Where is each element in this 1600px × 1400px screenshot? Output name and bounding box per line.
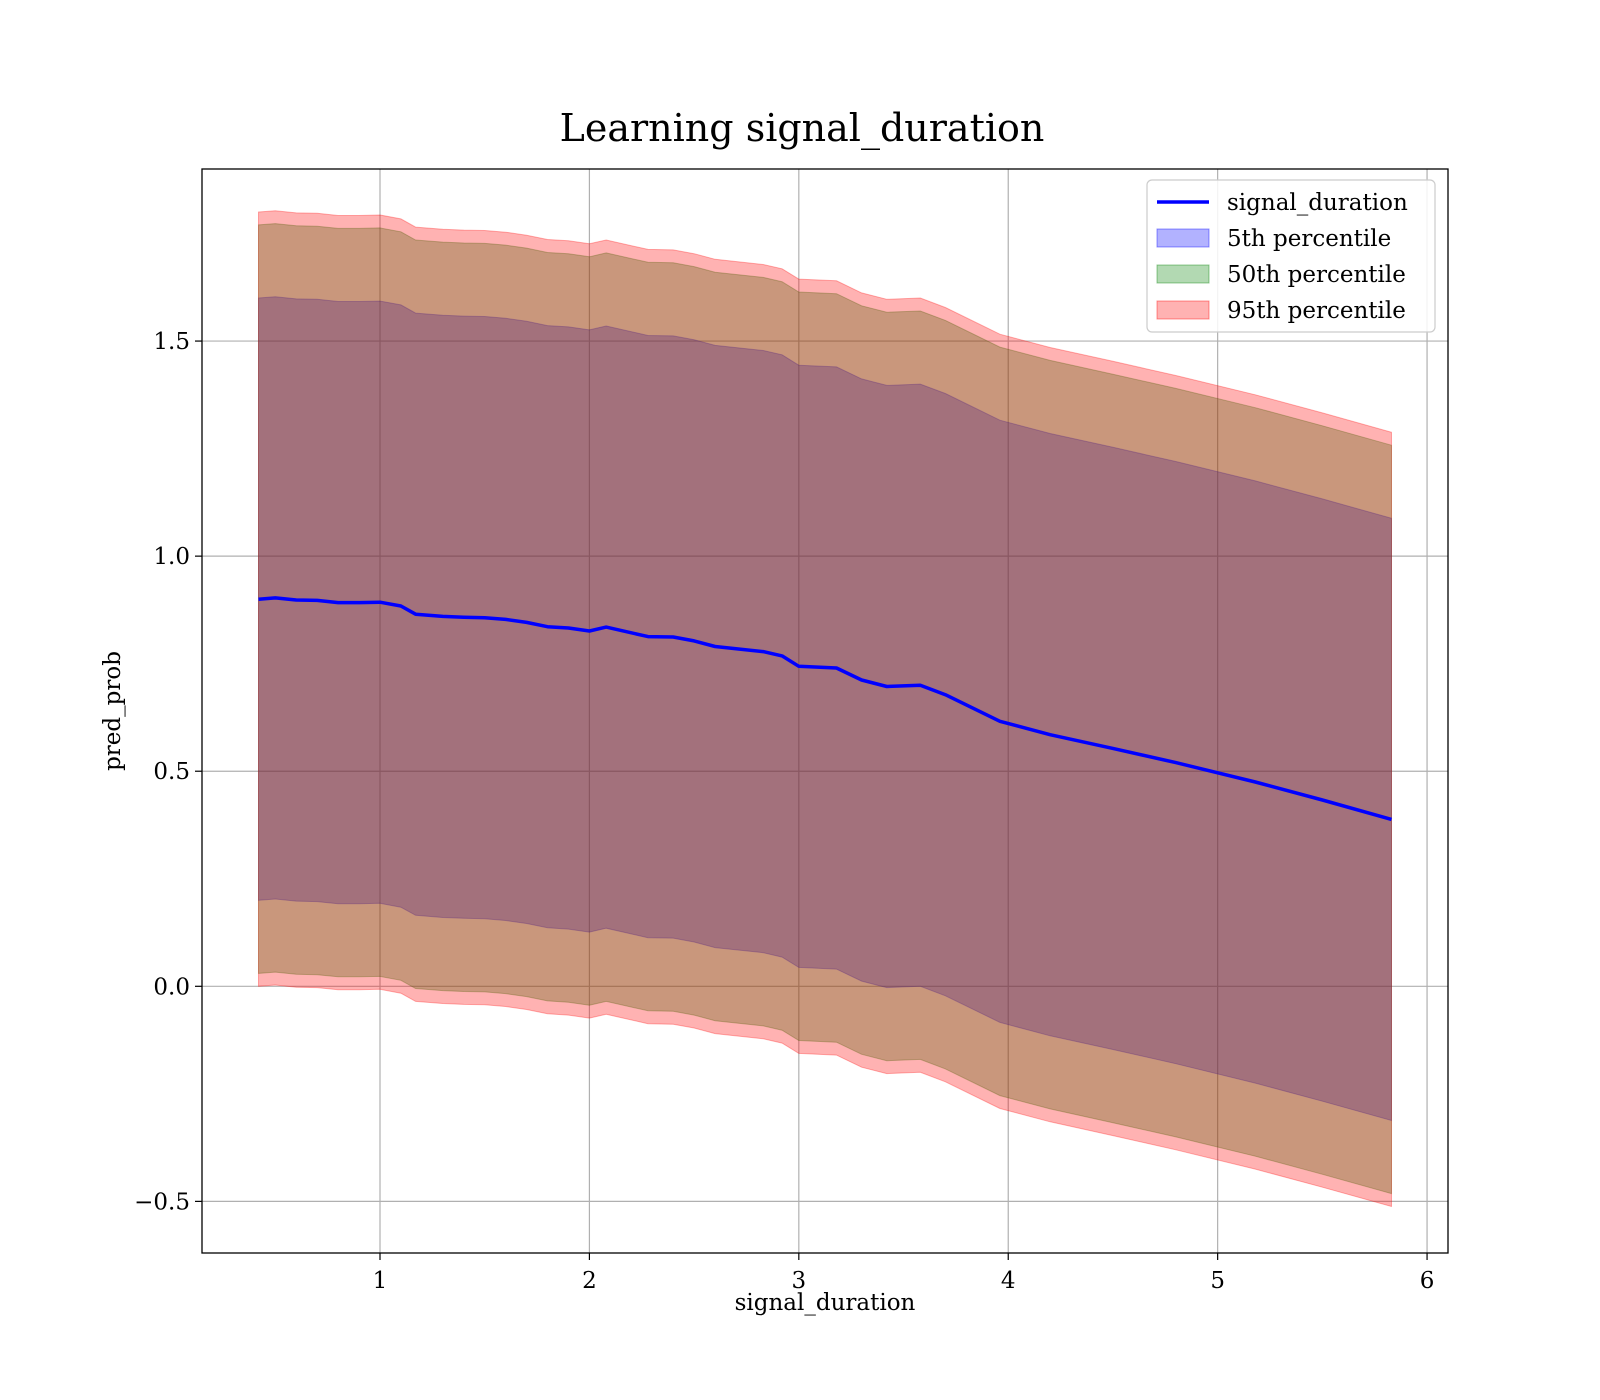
series-line-signal-duration (258, 596, 1392, 822)
y-tick-label: −0.5 (134, 1189, 190, 1215)
legend-label: signal_duration (1227, 190, 1408, 216)
y-tick-label: 0.5 (153, 759, 190, 785)
x-tick-label: 2 (582, 1268, 597, 1294)
percentile-bands (258, 210, 1392, 1208)
x-tick-label: 3 (792, 1268, 807, 1294)
chart-title: Learning signal_duration (560, 106, 1045, 151)
x-tick-label: 5 (1210, 1268, 1225, 1294)
plot-frame (201, 168, 1449, 1254)
series-lines (258, 596, 1392, 822)
y-axis-label: pred_prob (100, 651, 126, 771)
legend-label: 5th percentile (1227, 226, 1391, 252)
x-axis-label: signal_duration (735, 1290, 916, 1316)
band-50th-percentile (258, 223, 1392, 1195)
legend-band-swatch (1156, 228, 1210, 248)
band-95th-percentile (258, 210, 1392, 1208)
y-tick-label: 1.0 (153, 544, 190, 570)
x-tick-label: 6 (1420, 1268, 1435, 1294)
legend-label: 50th percentile (1227, 262, 1406, 288)
legend: signal_duration 5th percentile 50th percen… (1146, 179, 1436, 333)
y-tick-label: 0.0 (153, 974, 190, 1000)
band-5th-percentile (258, 296, 1392, 1122)
y-tick-label: 1.5 (153, 329, 190, 355)
legend-band-swatch (1156, 300, 1210, 320)
x-axis-ticks: 1 2 3 4 5 6 (373, 1253, 1435, 1294)
legend-label: 95th percentile (1227, 298, 1406, 324)
grid (202, 169, 1448, 1253)
x-tick-label: 1 (373, 1268, 388, 1294)
legend-band-swatch (1156, 264, 1210, 284)
x-tick-label: 4 (1001, 1268, 1016, 1294)
legend-box (1146, 179, 1436, 333)
y-axis-ticks: −0.5 0.0 0.5 1.0 1.5 (134, 329, 202, 1215)
